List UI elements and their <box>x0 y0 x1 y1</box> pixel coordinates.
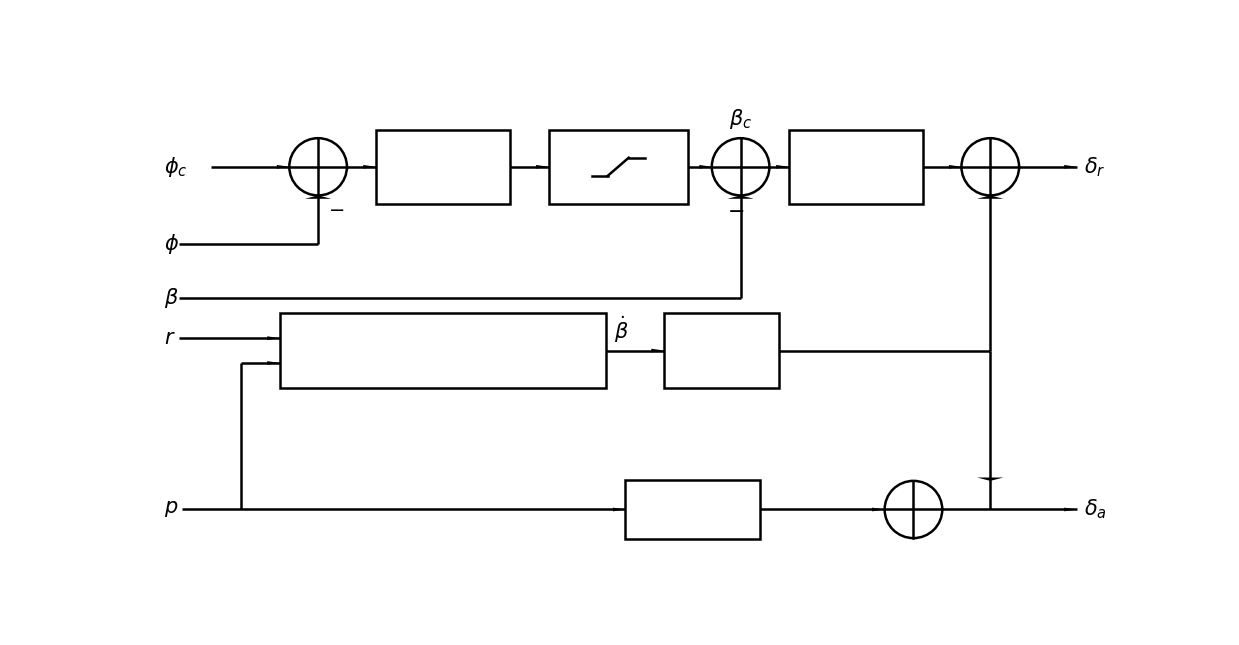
Polygon shape <box>536 165 549 168</box>
Polygon shape <box>949 165 961 168</box>
Text: $p$: $p$ <box>165 499 178 519</box>
Polygon shape <box>699 165 711 168</box>
Polygon shape <box>1064 508 1077 511</box>
Bar <box>549 130 688 204</box>
Text: $K_\beta$: $K_\beta$ <box>843 154 869 180</box>
Bar <box>664 313 779 388</box>
Polygon shape <box>268 361 280 365</box>
Text: $-$: $-$ <box>327 201 344 219</box>
Bar <box>280 313 606 388</box>
Polygon shape <box>978 477 1004 481</box>
Text: $\delta_r$: $\delta_r$ <box>1084 155 1106 179</box>
Polygon shape <box>1064 165 1077 168</box>
Text: $K_\phi$: $K_\phi$ <box>430 154 456 180</box>
Bar <box>789 130 923 204</box>
Polygon shape <box>305 195 331 199</box>
Text: $r$: $r$ <box>165 329 176 348</box>
Bar <box>375 130 510 204</box>
Text: $\phi_c$: $\phi_c$ <box>165 155 188 179</box>
Polygon shape <box>276 165 290 168</box>
Polygon shape <box>268 336 280 340</box>
Polygon shape <box>363 165 375 168</box>
Polygon shape <box>776 165 789 168</box>
Text: $\delta_a$: $\delta_a$ <box>1084 498 1108 521</box>
Text: $p\sin\alpha - r\cos\alpha$: $p\sin\alpha - r\cos\alpha$ <box>369 339 517 362</box>
Text: $\beta_c$: $\beta_c$ <box>729 106 752 131</box>
Text: $\beta$: $\beta$ <box>165 286 180 310</box>
Polygon shape <box>872 508 885 511</box>
Text: $-$: $-$ <box>727 201 745 221</box>
Bar <box>626 480 760 539</box>
Polygon shape <box>727 195 753 199</box>
Polygon shape <box>978 195 1004 199</box>
Text: $\dot{\beta}$: $\dot{\beta}$ <box>613 314 628 344</box>
Text: $K_{\dot{\beta}}$: $K_{\dot{\beta}}$ <box>709 337 735 364</box>
Text: $K_p$: $K_p$ <box>680 496 705 523</box>
Polygon shape <box>652 349 664 352</box>
Text: $\phi$: $\phi$ <box>165 232 180 256</box>
Polygon shape <box>613 508 626 511</box>
